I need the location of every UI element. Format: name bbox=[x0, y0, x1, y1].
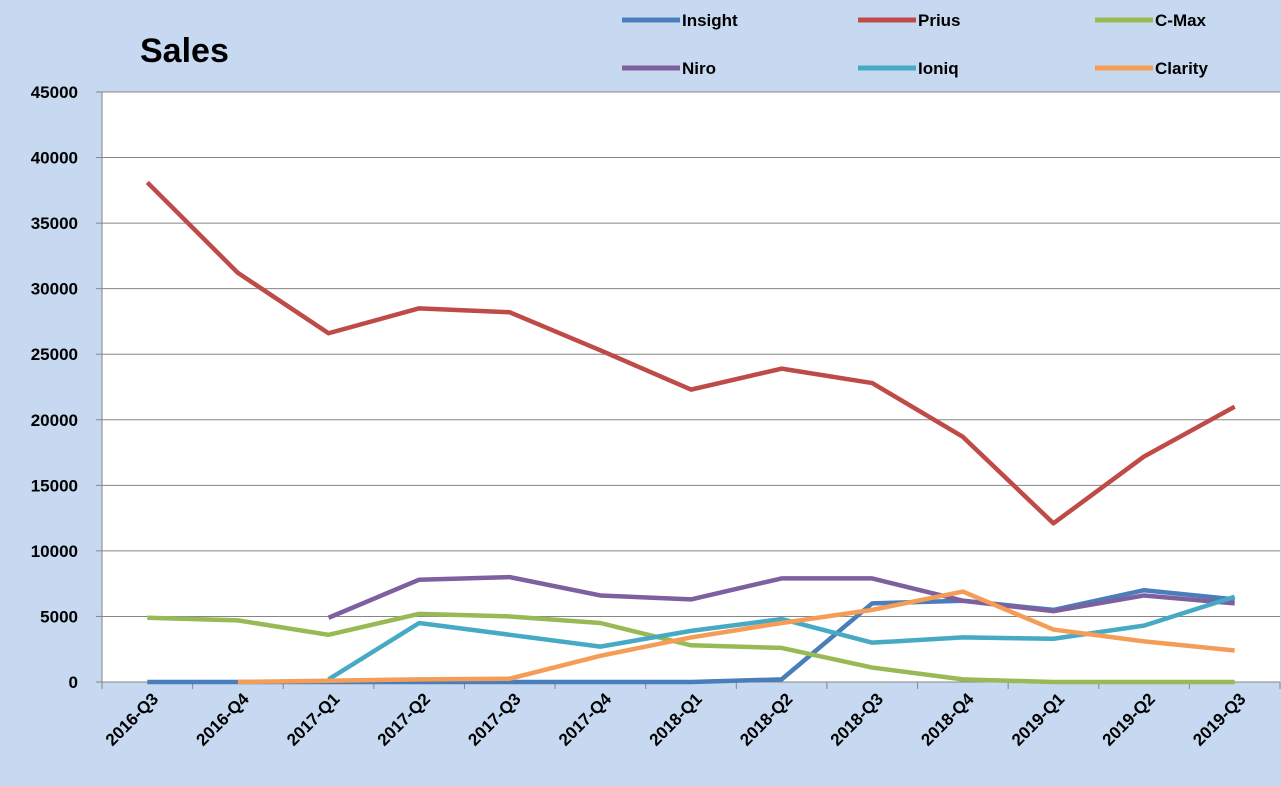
y-tick-label: 35000 bbox=[31, 214, 78, 233]
legend-label: Niro bbox=[682, 59, 716, 78]
y-tick-label: 40000 bbox=[31, 149, 78, 168]
legend-label: Insight bbox=[682, 11, 738, 30]
x-tick-label: 2019-Q1 bbox=[1008, 689, 1068, 749]
y-tick-label: 15000 bbox=[31, 476, 78, 495]
series-line bbox=[237, 589, 1235, 685]
series-line bbox=[145, 180, 1236, 526]
legend-label: Ioniq bbox=[918, 59, 959, 78]
y-tick-label: 5000 bbox=[40, 607, 78, 626]
x-tick-label: 2017-Q3 bbox=[464, 689, 524, 749]
series-line bbox=[327, 574, 1235, 620]
x-tick-label: 2016-Q4 bbox=[193, 689, 254, 750]
x-tick-label: 2017-Q1 bbox=[283, 689, 343, 749]
x-tick-label: 2018-Q4 bbox=[917, 689, 978, 750]
y-tick-label: 0 bbox=[69, 673, 78, 692]
y-tick-label: 45000 bbox=[31, 83, 78, 102]
y-tick-label: 20000 bbox=[31, 411, 78, 430]
x-tick-label: 2019-Q2 bbox=[1099, 689, 1159, 749]
y-tick-label: 25000 bbox=[31, 345, 78, 364]
x-tick-label: 2017-Q4 bbox=[555, 689, 616, 750]
legend-label: Clarity bbox=[1155, 59, 1208, 78]
x-tick-label: 2018-Q3 bbox=[827, 689, 887, 749]
x-tick-label: 2016-Q3 bbox=[102, 689, 162, 749]
y-tick-label: 30000 bbox=[31, 280, 78, 299]
legend-label: Prius bbox=[918, 11, 961, 30]
plot-area bbox=[102, 92, 1280, 682]
chart-title: Sales bbox=[140, 32, 229, 70]
x-tick-label: 2018-Q1 bbox=[646, 689, 706, 749]
y-tick-label: 10000 bbox=[31, 542, 78, 561]
x-tick-label: 2018-Q2 bbox=[736, 689, 796, 749]
x-tick-label: 2019-Q3 bbox=[1189, 689, 1249, 749]
series-line bbox=[147, 611, 1235, 685]
legend-label: C-Max bbox=[1155, 11, 1207, 30]
x-tick-label: 2017-Q2 bbox=[374, 689, 434, 749]
